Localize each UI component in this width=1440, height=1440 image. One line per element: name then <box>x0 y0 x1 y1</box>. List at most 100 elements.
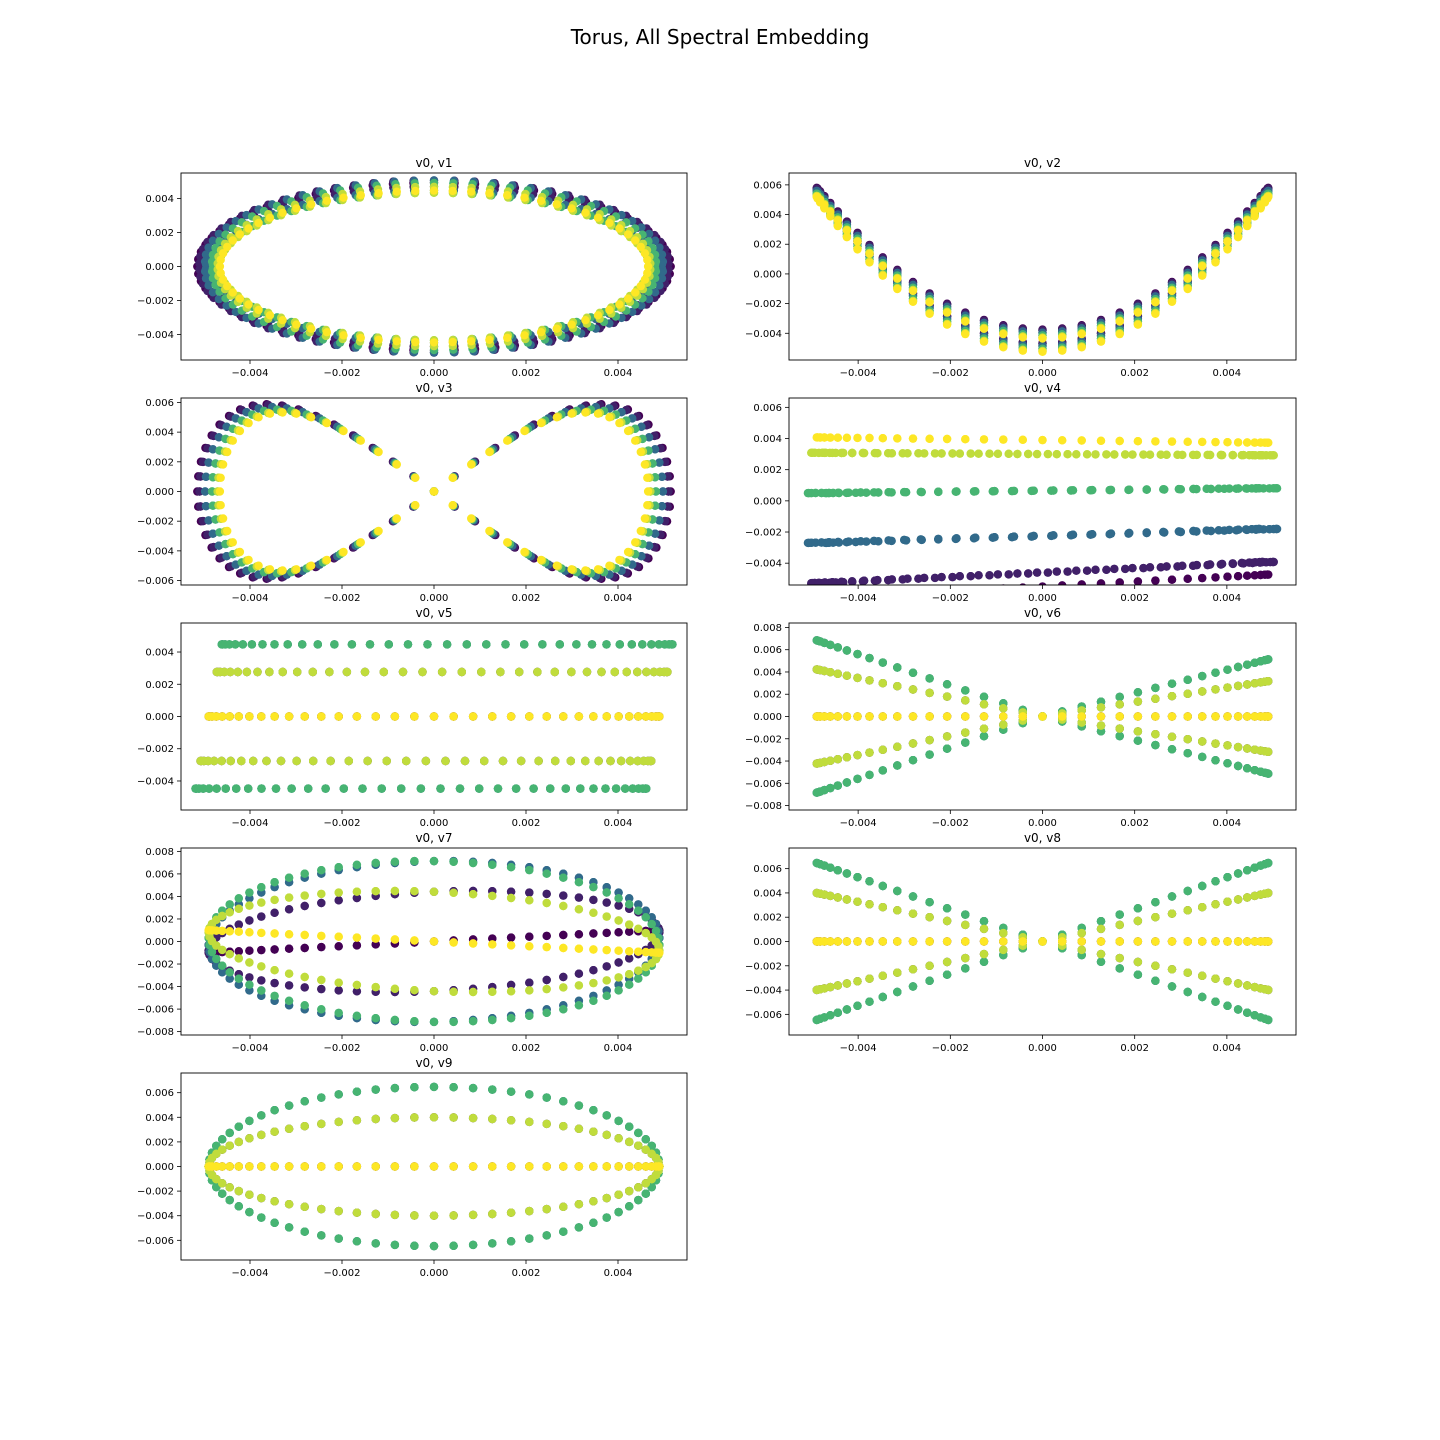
scatter-point <box>542 889 551 899</box>
scatter-point <box>961 728 970 737</box>
scatter-point <box>411 501 420 510</box>
scatter-point <box>506 1014 516 1023</box>
scatter-point <box>441 756 450 766</box>
scatter-point <box>593 565 603 574</box>
scatter-point <box>1263 712 1272 721</box>
scatter-point <box>221 784 230 793</box>
scatter-point <box>625 980 634 989</box>
scatter-point <box>284 996 294 1005</box>
scatter-point <box>317 898 326 908</box>
scatter-point <box>644 433 654 442</box>
scatter-point <box>209 756 219 766</box>
scatter-point <box>356 436 365 445</box>
scatter-point <box>1211 712 1220 721</box>
scatter-point <box>468 1017 478 1026</box>
scatter-point <box>900 487 909 497</box>
scatter-point <box>594 756 603 766</box>
scatter-point <box>207 947 217 957</box>
scatter-point <box>961 712 970 721</box>
scatter-point <box>1223 237 1232 246</box>
scatter-point <box>1250 212 1259 221</box>
scatter-point <box>952 534 961 543</box>
scatter-point <box>853 649 862 659</box>
scatter-point <box>501 640 510 649</box>
figure-title: Torus, All Spectral Embedding <box>570 25 870 49</box>
scatter-point <box>262 756 271 766</box>
scatter-point <box>893 590 901 598</box>
scatter-point <box>257 986 266 995</box>
scatter-point <box>654 712 663 721</box>
scatter-point <box>448 501 457 510</box>
scatter-point <box>1115 712 1124 721</box>
scatter-point <box>506 887 516 896</box>
subplot-7: v0, v7−0.004 −0.002 0.000 0.002 0.004−0.008−… <box>137 831 688 1054</box>
scatter-point <box>614 928 623 937</box>
scatter-point <box>1102 565 1111 574</box>
scatter-point <box>833 221 842 231</box>
y-tick-label: −0.002 <box>745 299 782 310</box>
x-tick-label: 0.002 <box>512 593 541 604</box>
scatter-point <box>249 756 258 766</box>
scatter-point <box>961 696 970 705</box>
scatter-point <box>245 946 254 955</box>
y-tick-label: 0.000 <box>753 712 782 723</box>
scatter-point <box>1183 749 1192 758</box>
scatter-point <box>429 856 439 866</box>
scatter-point <box>1243 744 1252 753</box>
scatter-point <box>1245 451 1254 460</box>
scatter-point <box>322 555 332 565</box>
scatter-point <box>212 784 221 793</box>
scatter-point <box>1133 437 1143 446</box>
scatter-point <box>216 255 225 265</box>
scatter-point <box>879 591 887 599</box>
scatter-point <box>640 275 650 284</box>
scatter-point <box>550 667 559 677</box>
scatter-point <box>245 916 254 925</box>
scatter-points <box>803 433 1282 599</box>
scatter-point <box>952 487 961 496</box>
scatter-point <box>605 218 614 228</box>
scatter-point <box>429 1017 439 1027</box>
scatter-point <box>429 487 439 496</box>
scatter-point <box>633 667 642 677</box>
scatter-point <box>893 663 902 672</box>
scatter-point <box>1151 730 1160 739</box>
scatter-point <box>925 688 934 698</box>
scatter-point <box>878 679 887 688</box>
x-tick-label: −0.004 <box>231 593 268 604</box>
scatter-point <box>245 712 254 721</box>
scatter-point <box>658 487 668 496</box>
scatter-point <box>567 667 576 677</box>
scatter-point <box>942 680 952 689</box>
scatter-point <box>307 413 316 422</box>
scatter-point <box>893 434 902 443</box>
scatter-point <box>647 640 656 649</box>
scatter-point <box>247 640 257 649</box>
scatter-point <box>614 894 623 903</box>
scatter-point <box>488 712 497 721</box>
scatter-point <box>576 784 585 793</box>
scatter-point <box>284 981 294 990</box>
x-tick-label: −0.002 <box>932 593 969 604</box>
scatter-point <box>623 547 633 557</box>
scatter-point <box>1223 712 1232 721</box>
scatter-point <box>226 667 235 677</box>
x-tick-label: 0.002 <box>512 368 541 379</box>
scatter-point <box>1268 451 1278 460</box>
scatter-point <box>235 547 245 557</box>
scatter-point <box>270 908 279 917</box>
scatter-point <box>392 460 401 469</box>
x-tick-label: −0.002 <box>932 368 969 379</box>
scatter-point <box>1257 557 1267 567</box>
scatter-point <box>374 189 383 198</box>
scatter-point <box>873 575 882 585</box>
scatter-point <box>1001 584 1006 585</box>
scatter-point <box>625 927 634 936</box>
scatter-point <box>485 526 494 536</box>
y-tick-label: −0.002 <box>745 734 782 745</box>
scatter-point <box>467 337 476 346</box>
scatter-point <box>602 898 611 907</box>
scatter-point <box>371 940 380 949</box>
scatter-point <box>942 320 952 329</box>
scatter-point <box>1183 675 1192 684</box>
